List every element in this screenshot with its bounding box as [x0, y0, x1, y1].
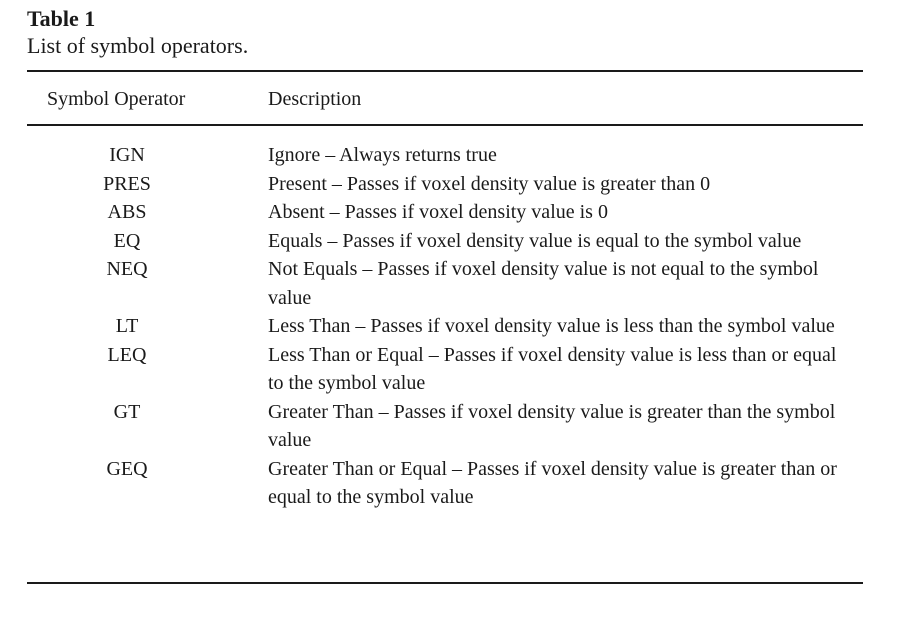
table-row: LT Less Than – Passes if voxel density v…	[27, 312, 863, 341]
description-cell: Less Than – Passes if voxel density valu…	[268, 315, 835, 337]
table-caption: List of symbol operators.	[27, 33, 249, 58]
description-cell: Less Than or Equal – Passes if voxel den…	[268, 343, 837, 395]
symbol-cell: LEQ	[107, 343, 147, 366]
symbol-cell: IGN	[109, 144, 145, 166]
symbol-cell: GEQ	[106, 457, 148, 480]
symbol-cell: GT	[113, 400, 141, 423]
table-row: LEQ Less Than or Equal – Passes if voxel…	[27, 341, 863, 398]
header-symbol-operator: Symbol Operator	[47, 88, 186, 110]
top-rule	[27, 70, 863, 72]
symbol-cell: LT	[115, 315, 139, 337]
description-cell: Equals – Passes if voxel density value i…	[268, 229, 802, 252]
symbol-cell: NEQ	[106, 258, 148, 280]
description-cell: Not Equals – Passes if voxel density val…	[268, 258, 819, 309]
table-row: GEQ Greater Than or Equal – Passes if vo…	[27, 455, 863, 512]
description-cell: Ignore – Always returns true	[268, 144, 497, 166]
table-row: EQ Equals – Passes if voxel density valu…	[27, 227, 863, 256]
symbol-cell: PRES	[103, 172, 151, 195]
header-rule	[27, 124, 863, 126]
header-description: Description	[268, 88, 362, 110]
table-caption-block: Table 1 List of symbol operators.	[27, 6, 248, 60]
table-row: IGN Ignore – Always returns true	[27, 141, 863, 170]
symbol-cell: EQ	[113, 229, 141, 252]
table-row: PRES Present – Passes if voxel density v…	[27, 170, 863, 199]
description-cell: Present – Passes if voxel density value …	[268, 172, 711, 195]
symbol-cell: ABS	[107, 201, 147, 223]
table-label: Table 1	[27, 6, 96, 31]
bottom-rule	[27, 582, 863, 584]
table-row: GT Greater Than – Passes if voxel densit…	[27, 398, 863, 455]
table-row: NEQ Not Equals – Passes if voxel density…	[27, 255, 863, 312]
table-row: ABS Absent – Passes if voxel density val…	[27, 198, 863, 227]
description-cell: Greater Than or Equal – Passes if voxel …	[268, 457, 837, 509]
table-body: IGN Ignore – Always returns true PRES Pr…	[27, 141, 863, 512]
description-cell: Absent – Passes if voxel density value i…	[268, 201, 608, 223]
description-cell: Greater Than – Passes if voxel density v…	[268, 400, 836, 452]
